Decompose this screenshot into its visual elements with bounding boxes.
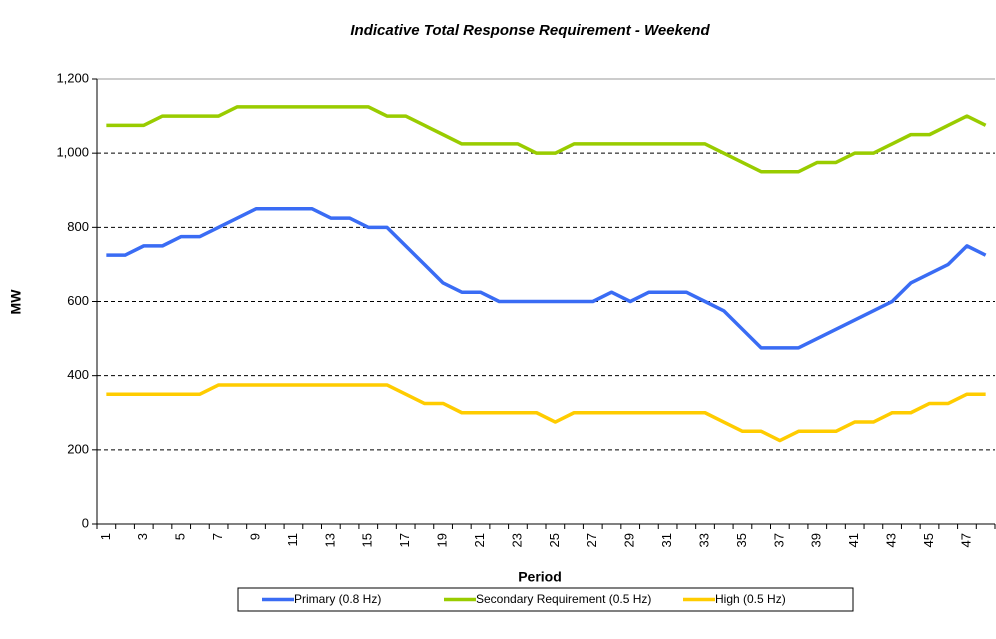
- x-tick-label: 41: [846, 533, 861, 547]
- x-tick-label: 5: [173, 533, 188, 540]
- legend-box: [237, 587, 854, 612]
- x-tick-label: 19: [435, 533, 450, 547]
- series-line: [106, 105, 987, 174]
- y-tick-label: 400: [67, 367, 89, 382]
- x-tick-label: 47: [958, 533, 973, 547]
- x-axis-title: Period: [518, 569, 562, 585]
- y-tick-label: 800: [67, 219, 89, 234]
- x-tick-label: 3: [135, 533, 150, 540]
- legend-label: Primary (0.8 Hz): [294, 592, 381, 606]
- x-tick-label: 45: [921, 533, 936, 547]
- x-tick-label: 25: [547, 533, 562, 547]
- x-tick-label: 27: [584, 533, 599, 547]
- chart-title: Indicative Total Response Requirement - …: [350, 22, 710, 39]
- x-tick-label: 39: [809, 533, 824, 547]
- x-tick-label: 43: [884, 533, 899, 547]
- x-tick-label: 7: [210, 533, 225, 540]
- x-tick-label: 29: [622, 533, 637, 547]
- y-tick-label: 0: [82, 515, 89, 530]
- y-axis-title: MW: [8, 289, 24, 315]
- x-tick-label: 21: [472, 533, 487, 547]
- x-tick-label: 13: [322, 533, 337, 547]
- x-tick-label: 33: [696, 533, 711, 547]
- x-tick-label: 31: [659, 533, 674, 547]
- legend-label: Secondary Requirement (0.5 Hz): [476, 592, 651, 606]
- x-tick-label: 15: [360, 533, 375, 547]
- y-tick-label: 600: [67, 293, 89, 308]
- legend-label: High (0.5 Hz): [715, 592, 786, 606]
- y-tick-label: 1,000: [56, 145, 89, 160]
- y-tick-label: 1,200: [56, 70, 89, 85]
- series-line: [106, 207, 987, 350]
- x-tick-label: 1: [98, 533, 113, 540]
- x-tick-label: 37: [771, 533, 786, 547]
- x-tick-label: 17: [397, 533, 412, 547]
- x-tick-label: 9: [247, 533, 262, 540]
- y-tick-label: 200: [67, 441, 89, 456]
- x-tick-label: 35: [734, 533, 749, 547]
- x-tick-label: 11: [285, 533, 300, 547]
- series-line: [106, 383, 986, 443]
- x-tick-label: 23: [509, 533, 524, 547]
